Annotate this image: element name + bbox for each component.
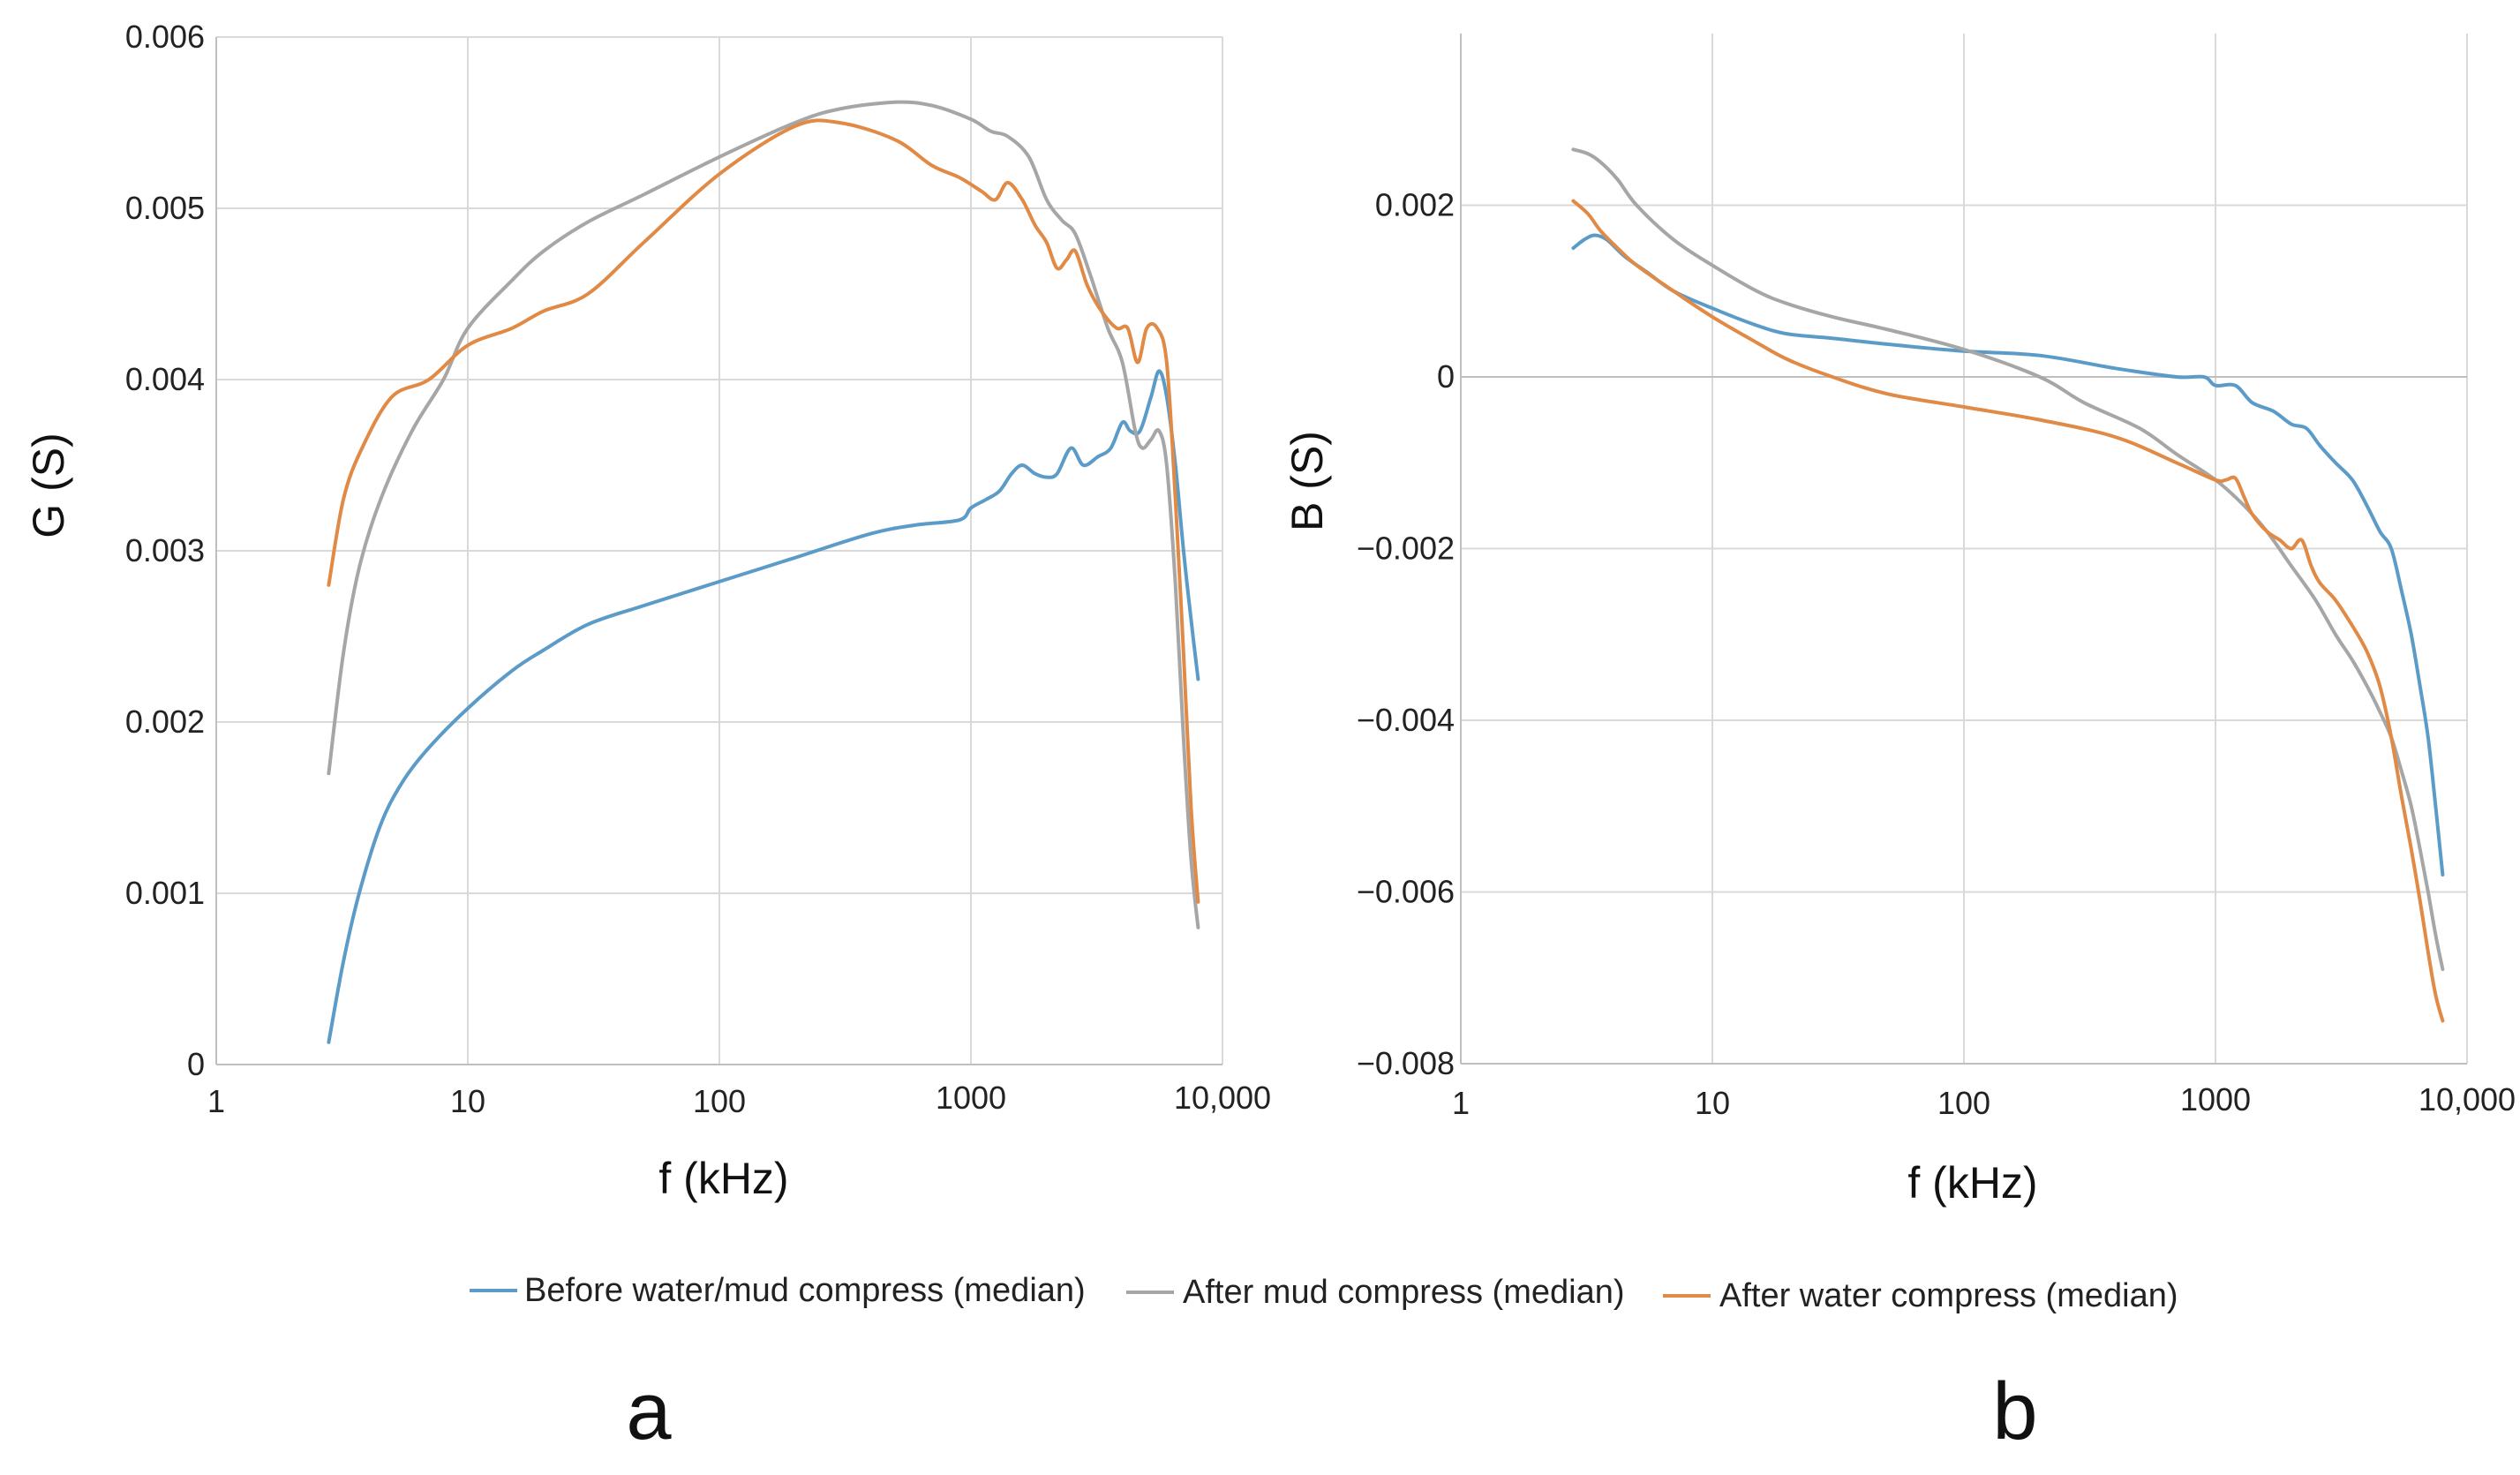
panel-a-series bbox=[327, 100, 1200, 1044]
series-line-after-water-compress-median bbox=[327, 118, 1200, 904]
panel-b-chart: 1 10 100 1000 10,000 0.002 0 −0.002 −0.004 −0.006… bbox=[1283, 34, 2516, 1456]
y-tick-label: −0.002 bbox=[1357, 531, 1455, 567]
x-tick-label: 1000 bbox=[936, 1080, 1006, 1116]
x-tick-label: 10 bbox=[450, 1083, 485, 1119]
y-tick-label: 0.006 bbox=[125, 19, 205, 55]
series-line-before-water-mud-compress-median bbox=[327, 369, 1200, 1044]
series-line-before-water-mud-compress-median bbox=[1571, 233, 2445, 877]
y-tick-label: 0.002 bbox=[1375, 187, 1455, 223]
legend-label-after-mud: After mud compress (median) bbox=[1183, 1274, 1625, 1311]
panel-b-axes bbox=[1460, 34, 2467, 1065]
y-tick-label: 0.004 bbox=[125, 361, 205, 397]
x-tick-label: 100 bbox=[1937, 1085, 1990, 1121]
x-tick-label: 100 bbox=[693, 1083, 746, 1119]
panel-b-tick-labels: 1 10 100 1000 10,000 0.002 0 −0.002 −0.004 −0.006… bbox=[1357, 187, 2516, 1122]
y-tick-label: 0 bbox=[187, 1046, 205, 1082]
y-tick-label: 0.005 bbox=[125, 190, 205, 226]
panel-a-tick-labels: 1 10 100 1000 10,000 0 0.001 0.002 0.003 0.004 0.0… bbox=[125, 19, 1271, 1119]
x-tick-label: 1000 bbox=[2180, 1081, 2251, 1118]
panel-a-y-axis-title: G (S) bbox=[24, 433, 73, 538]
legend-item: After mud compress (median) bbox=[1126, 1274, 1625, 1311]
series-line-after-mud-compress-median bbox=[1571, 147, 2445, 971]
x-tick-label: 1 bbox=[207, 1083, 225, 1119]
panel-b-y-axis-title: B (S) bbox=[1283, 431, 1332, 531]
panel-b-gridlines bbox=[1460, 34, 2468, 1065]
x-tick-label: 10,000 bbox=[1174, 1080, 1271, 1116]
y-tick-label: 0.003 bbox=[125, 532, 205, 568]
x-tick-label: 10 bbox=[1695, 1085, 1730, 1121]
panel-b-x-axis-title: f (kHz) bbox=[1907, 1158, 2037, 1208]
panel-a-chart: 1 10 100 1000 10,000 0 0.001 0.002 0.003 0.004 0.0… bbox=[24, 19, 1271, 1456]
legend-label-before: Before water/mud compress (median) bbox=[524, 1272, 1086, 1309]
legend-label-after-water: After water compress (median) bbox=[1719, 1277, 2178, 1314]
legend-item: Before water/mud compress (median) bbox=[470, 1272, 1086, 1309]
y-tick-label: −0.006 bbox=[1357, 874, 1455, 910]
panel-a-letter: a bbox=[626, 1366, 672, 1456]
panel-a-x-axis-title: f (kHz) bbox=[658, 1154, 788, 1203]
x-tick-label: 1 bbox=[1452, 1085, 1470, 1121]
x-tick-label: 10,000 bbox=[2418, 1081, 2516, 1118]
panel-a-gridlines bbox=[215, 36, 1223, 1065]
series-line-after-mud-compress-median bbox=[327, 100, 1200, 929]
legend-item: After water compress (median) bbox=[1663, 1277, 2178, 1314]
y-tick-label: 0 bbox=[1437, 358, 1455, 395]
panel-a-axes bbox=[215, 37, 1222, 1065]
y-tick-label: −0.008 bbox=[1357, 1045, 1455, 1081]
panel-b-series bbox=[1571, 147, 2445, 1023]
y-tick-label: 0.001 bbox=[125, 875, 205, 911]
series-line-after-water-compress-median bbox=[1571, 199, 2445, 1023]
y-tick-label: 0.002 bbox=[125, 704, 205, 740]
y-tick-label: −0.004 bbox=[1357, 702, 1455, 738]
panel-b-letter: b bbox=[1992, 1366, 2037, 1456]
legend: Before water/mud compress (median) After… bbox=[470, 1272, 2178, 1314]
